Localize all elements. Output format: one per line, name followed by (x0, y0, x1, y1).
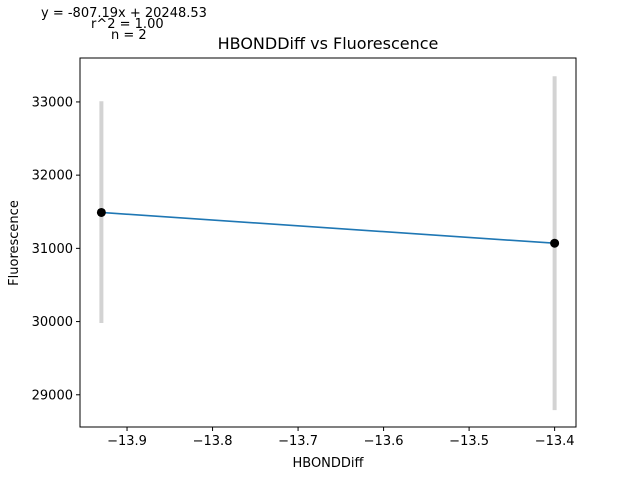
data-point-0 (96, 207, 106, 217)
fit-equation: y = -807.19x + 20248.53 (41, 6, 207, 21)
y-axis-label: Fluorescence (7, 200, 22, 286)
x-ticks: −13.9 −13.8 −13.7 −13.6 −13.5 −13.4 (107, 427, 575, 449)
plot-area-frame (79, 57, 577, 428)
y-tick-label-0: 29000 (32, 388, 73, 403)
y-ticks: 29000 30000 31000 32000 33000 (32, 95, 80, 403)
y-tick-label-4: 33000 (32, 95, 73, 110)
x-tick-label-4: −13.5 (449, 434, 489, 449)
y-tick-label-2: 31000 (32, 242, 73, 257)
sample-count-label: n = 2 (111, 28, 147, 43)
x-tick-label-2: −13.7 (278, 434, 318, 449)
points-group (96, 207, 560, 248)
x-tick-label-0: −13.9 (107, 434, 147, 449)
y-tick-label-3: 32000 (32, 169, 73, 184)
y-tick-label-1: 30000 (32, 315, 73, 330)
errorbars (99, 76, 557, 411)
fit-line (101, 211, 555, 245)
data-point-1 (550, 238, 560, 248)
fit-line-group (101, 211, 555, 245)
chart-title: HBONDDiff vs Fluorescence (218, 34, 439, 53)
x-axis-label: HBONDDiff (292, 456, 364, 471)
x-tick-label-3: −13.6 (364, 434, 404, 449)
x-tick-label-5: −13.4 (535, 434, 575, 449)
r-squared-label: r^2 = 1.00 (91, 17, 164, 32)
x-tick-label-1: −13.8 (193, 434, 233, 449)
